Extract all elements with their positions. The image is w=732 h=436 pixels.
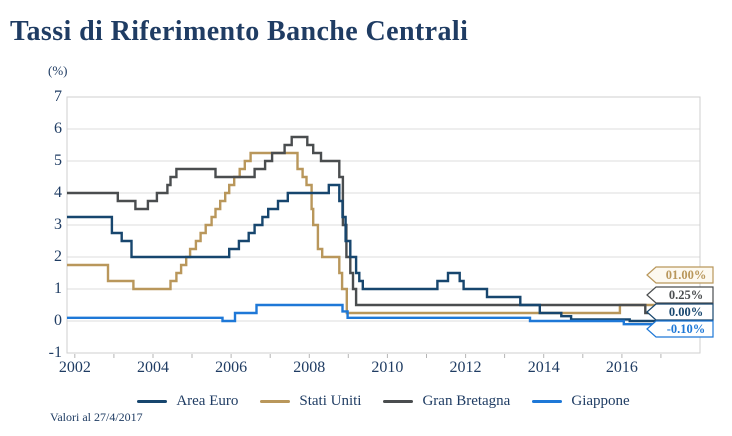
end-value-flag-label: 0.00% bbox=[669, 305, 703, 319]
end-value-flag bbox=[646, 303, 714, 321]
x-axis-label: 2010 bbox=[371, 359, 404, 376]
chart-legend: Area Euro Stati Uniti Gran Bretagna Giappon… bbox=[67, 393, 700, 410]
x-axis-label: 2006 bbox=[215, 359, 248, 376]
legend-line-swatch bbox=[137, 400, 168, 403]
legend-label: Area Euro bbox=[176, 393, 239, 409]
legend-item-gran-bretagna: Gran Bretagna bbox=[383, 393, 510, 410]
end-value-flag-label: 0.25% bbox=[669, 288, 703, 302]
legend-item-area-euro: Area Euro bbox=[137, 393, 238, 410]
x-axis-label: 2004 bbox=[136, 359, 169, 376]
y-axis-label: 3 bbox=[54, 216, 62, 233]
x-axis-label: 2002 bbox=[58, 359, 91, 376]
x-axis-label: 2016 bbox=[605, 359, 638, 376]
y-axis-label: 5 bbox=[54, 152, 62, 169]
series-line-area-euro bbox=[67, 183, 674, 323]
legend-line-swatch bbox=[260, 400, 291, 403]
legend-label: Gran Bretagna bbox=[422, 393, 511, 409]
x-axis-label: 2014 bbox=[527, 359, 560, 376]
y-axis-label: 1 bbox=[54, 280, 62, 297]
y-axis-label: 2 bbox=[54, 248, 62, 265]
page-title: Tassi di Riferimento Banche Centrali bbox=[10, 16, 469, 47]
legend-line-swatch bbox=[383, 400, 414, 403]
y-axis-unit-label: (%) bbox=[48, 63, 68, 78]
legend-label: Giappone bbox=[571, 393, 630, 409]
end-value-flag bbox=[646, 320, 714, 338]
legend-label: Stati Uniti bbox=[299, 393, 362, 409]
x-axis-label: 2012 bbox=[449, 359, 482, 376]
end-value-flag-label: 01.00% bbox=[666, 268, 707, 282]
y-axis-label: -1 bbox=[48, 344, 62, 361]
footnote: Valori al 27/4/2017 bbox=[50, 410, 143, 424]
y-axis-label: 6 bbox=[54, 120, 62, 137]
legend-item-giappone: Giappone bbox=[532, 393, 630, 410]
legend-item-stati-uniti: Stati Uniti bbox=[260, 393, 361, 410]
y-axis-label: 7 bbox=[54, 88, 62, 105]
end-value-flag bbox=[646, 286, 714, 304]
plot-border bbox=[66, 96, 701, 354]
x-axis-label: 2008 bbox=[293, 359, 326, 376]
legend-line-swatch bbox=[532, 400, 563, 403]
end-value-flag bbox=[646, 266, 714, 284]
y-axis-label: 0 bbox=[54, 312, 62, 329]
series-line-gran-bretagna bbox=[67, 135, 674, 315]
y-axis-label: 4 bbox=[54, 184, 62, 201]
end-value-flag-label: -0.10% bbox=[667, 322, 706, 336]
series-line-giappone bbox=[67, 303, 674, 326]
